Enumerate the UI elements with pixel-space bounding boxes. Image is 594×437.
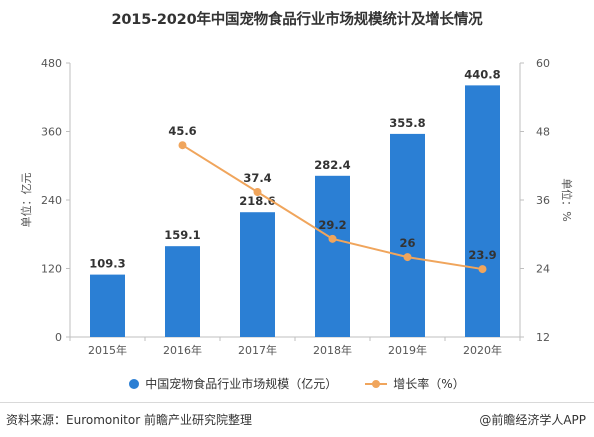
bar — [165, 246, 200, 337]
legend-swatch-line — [365, 379, 388, 389]
growth-rate-label: 23.9 — [468, 248, 496, 262]
legend-label-growth-rate: 增长率（%） — [393, 377, 465, 391]
legend-item-market-size: 中国宠物食品行业市场规模（亿元） — [129, 375, 337, 392]
bar-value-label: 159.1 — [164, 228, 200, 242]
growth-rate-point — [253, 188, 262, 197]
legend-label-market-size: 中国宠物食品行业市场规模（亿元） — [145, 377, 338, 391]
growth-rate-label: 45.6 — [168, 124, 196, 138]
x-tick-label: 2015年 — [88, 343, 127, 357]
bar — [240, 212, 275, 337]
x-tick-label: 2019年 — [388, 343, 427, 357]
legend-item-growth-rate: 增长率（%） — [365, 375, 465, 392]
bar-value-label: 282.4 — [314, 158, 350, 172]
bar — [90, 274, 125, 337]
bar — [465, 85, 500, 337]
legend-swatch-bar — [129, 378, 140, 389]
footer-divider — [0, 402, 594, 403]
growth-rate-point — [328, 234, 337, 243]
y-right-tick-label: 60 — [536, 57, 550, 70]
bar-value-label: 440.8 — [464, 67, 500, 81]
bar-value-label: 355.8 — [389, 116, 425, 130]
x-tick-label: 2016年 — [163, 343, 202, 357]
growth-rate-point — [478, 265, 487, 274]
bar — [315, 175, 350, 337]
chart-title: 2015-2020年中国宠物食品行业市场规模统计及增长情况 — [111, 12, 483, 28]
y-left-tick-label: 120 — [41, 263, 62, 276]
growth-rate-label: 26 — [399, 236, 415, 250]
y-left-tick-label: 0 — [55, 331, 62, 344]
x-tick-label: 2020年 — [463, 343, 502, 357]
y-right-axis-title: 单位：% — [560, 178, 574, 221]
bar — [390, 133, 425, 337]
y-left-tick-label: 360 — [41, 126, 62, 139]
source-note: 资料来源：Euromonitor 前瞻产业研究院整理 — [6, 413, 252, 427]
legend: 中国宠物食品行业市场规模（亿元） 增长率（%） — [0, 375, 594, 392]
bar-value-label: 218.6 — [239, 194, 275, 208]
y-left-axis-title: 单位：亿元 — [19, 173, 33, 228]
y-right-tick-label: 24 — [536, 263, 550, 276]
brand-credit: @前瞻经济学人APP — [479, 413, 586, 427]
y-left-tick-label: 480 — [41, 57, 62, 70]
y-right-tick-label: 48 — [536, 126, 550, 139]
bar-value-label: 109.3 — [89, 257, 125, 271]
y-right-tick-label: 12 — [536, 331, 550, 344]
growth-rate-label: 29.2 — [318, 218, 346, 232]
growth-rate-point — [178, 141, 187, 150]
x-tick-label: 2017年 — [238, 343, 277, 357]
y-left-tick-label: 240 — [41, 194, 62, 207]
y-right-tick-label: 36 — [536, 194, 550, 207]
growth-rate-point — [403, 253, 412, 262]
growth-rate-label: 37.4 — [243, 171, 271, 185]
x-tick-label: 2018年 — [313, 343, 352, 357]
